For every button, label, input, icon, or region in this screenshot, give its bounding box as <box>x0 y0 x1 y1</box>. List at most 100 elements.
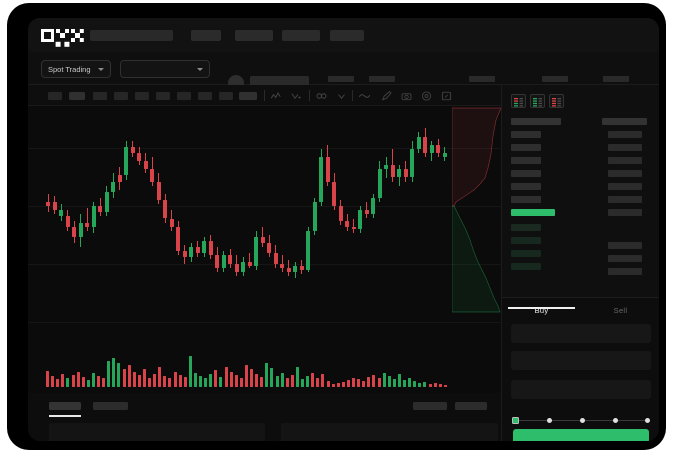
line-chart-icon[interactable] <box>358 90 371 102</box>
ask-row-price[interactable] <box>511 196 541 203</box>
volume-bar <box>153 374 157 387</box>
chevron-down-icon <box>197 67 203 71</box>
camera-icon[interactable] <box>400 90 413 102</box>
nav-item-2[interactable] <box>235 30 273 41</box>
order-book-panel <box>501 85 659 297</box>
order-total-input[interactable] <box>511 380 651 399</box>
submit-buy-button[interactable] <box>513 429 649 441</box>
volume-bar <box>443 385 447 387</box>
compare-icon[interactable] <box>290 90 303 102</box>
tab-sell-label: Sell <box>613 306 628 315</box>
app-screen: Spot Trading <box>28 18 659 441</box>
bid-row-price[interactable] <box>511 263 541 270</box>
stepper-handle[interactable] <box>512 416 519 424</box>
volume-bar <box>306 376 310 387</box>
order-book-column-header-left[interactable] <box>511 118 561 125</box>
bid-row-price[interactable] <box>511 237 541 244</box>
ask-row-price[interactable] <box>511 144 541 151</box>
volume-bar <box>250 369 253 387</box>
volume-bar <box>403 380 406 387</box>
search-input[interactable] <box>90 30 173 41</box>
bottom-action-2[interactable] <box>455 402 487 410</box>
indicator-icon[interactable] <box>270 90 283 102</box>
ask-row-size[interactable] <box>608 157 642 164</box>
bid-row-size[interactable] <box>608 268 642 275</box>
tab-buy[interactable]: Buy <box>502 306 581 315</box>
interval-button[interactable] <box>93 92 107 100</box>
pencil-icon[interactable] <box>380 90 393 102</box>
amount-percent-stepper[interactable] <box>512 416 652 424</box>
volume-bar <box>301 379 304 387</box>
volume-bar <box>112 358 116 387</box>
order-amount-input[interactable] <box>511 351 651 370</box>
volume-bar <box>224 367 228 387</box>
stepper-dot[interactable] <box>580 417 585 423</box>
ask-row-size[interactable] <box>608 183 642 190</box>
volume-bar <box>81 377 85 387</box>
book-bids-icon[interactable] <box>530 94 545 108</box>
interval-button[interactable] <box>198 92 212 100</box>
volume-bar <box>239 378 243 387</box>
trading-pair-selector[interactable] <box>120 60 210 78</box>
toolbar-divider <box>264 90 265 101</box>
volume-bar <box>107 361 111 387</box>
book-both-icon[interactable] <box>511 94 526 108</box>
stepper-dot[interactable] <box>547 417 552 423</box>
candlestick-chart[interactable] <box>28 106 501 338</box>
interval-button[interactable] <box>48 92 62 100</box>
interval-button[interactable] <box>177 92 191 100</box>
interval-button[interactable] <box>114 92 128 100</box>
okx-logo[interactable] <box>41 29 84 42</box>
order-price-input[interactable] <box>511 324 651 343</box>
volume-bar <box>357 379 361 387</box>
interval-button[interactable] <box>239 92 257 100</box>
volume-bar <box>275 376 279 387</box>
nav-item-4[interactable] <box>330 30 364 41</box>
ask-row-size[interactable] <box>608 144 642 151</box>
bid-row-size[interactable] <box>608 255 642 262</box>
bid-row-size[interactable] <box>608 242 642 249</box>
interval-button[interactable] <box>219 92 233 100</box>
stepper-dot[interactable] <box>613 417 618 423</box>
ask-row-price[interactable] <box>511 170 541 177</box>
stepper-dot[interactable] <box>645 417 650 423</box>
volume-bar <box>117 363 121 387</box>
ask-row-price[interactable] <box>511 183 541 190</box>
fullscreen-icon[interactable] <box>440 90 453 102</box>
ask-row-size[interactable] <box>608 170 642 177</box>
volume-bar <box>418 383 422 387</box>
ask-row-size[interactable] <box>608 131 642 138</box>
interval-button[interactable] <box>135 92 149 100</box>
book-asks-icon[interactable] <box>549 94 564 108</box>
volume-bar <box>438 384 442 387</box>
interval-button[interactable] <box>156 92 170 100</box>
volume-bar <box>270 368 274 387</box>
volume-bar <box>168 378 172 387</box>
order-book-column-header-right[interactable] <box>602 118 647 125</box>
bid-row-price[interactable] <box>511 224 541 231</box>
volume-bar <box>234 375 238 387</box>
bid-row-price[interactable] <box>511 250 541 257</box>
ask-row-price[interactable] <box>511 157 541 164</box>
chevron-down-icon[interactable] <box>335 90 348 102</box>
ask-row-size[interactable] <box>608 196 642 203</box>
volume-bar <box>372 375 376 387</box>
spread-size[interactable] <box>608 209 642 216</box>
interval-button[interactable] <box>69 92 85 100</box>
tab-sell[interactable]: Sell <box>581 306 659 315</box>
market-type-selector[interactable]: Spot Trading <box>41 60 111 78</box>
nav-item-3[interactable] <box>282 30 320 41</box>
settings-icon[interactable] <box>420 90 433 102</box>
volume-bar <box>173 372 177 387</box>
gridline <box>28 322 501 323</box>
ask-row-price[interactable] <box>511 131 541 138</box>
spread-price-row[interactable] <box>511 209 555 216</box>
bottom-tab-2[interactable] <box>93 402 128 410</box>
drawing-icon[interactable] <box>315 90 328 102</box>
nav-item-1[interactable] <box>191 30 221 41</box>
bottom-action-1[interactable] <box>413 402 447 410</box>
toolbar-divider <box>352 90 353 101</box>
bottom-tab-1[interactable] <box>49 402 81 410</box>
volume-bar <box>204 378 208 387</box>
top-navigation-bar <box>28 18 659 52</box>
